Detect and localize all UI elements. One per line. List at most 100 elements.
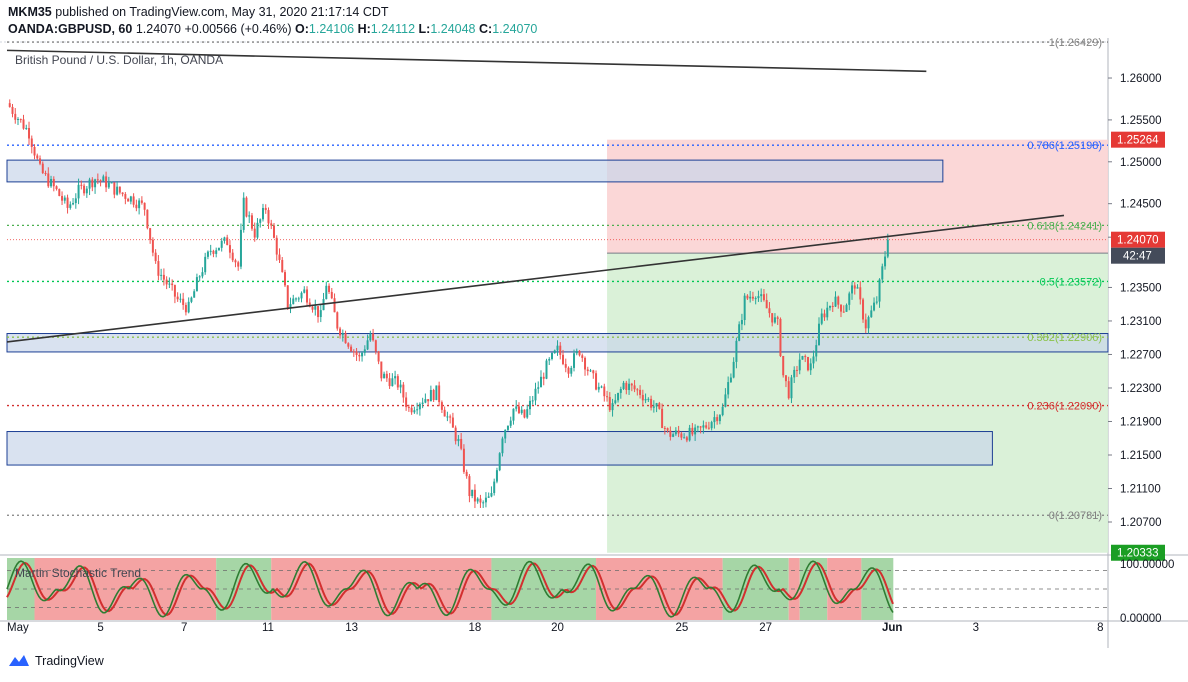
candle <box>113 182 116 199</box>
candle-body <box>44 173 47 175</box>
candle-body <box>798 359 801 371</box>
candle-body <box>201 272 204 277</box>
candle-body <box>710 422 713 429</box>
candle <box>405 392 408 411</box>
candle-body <box>746 295 749 299</box>
candle <box>639 385 642 399</box>
candle-body <box>157 261 160 276</box>
candle-body <box>751 296 754 299</box>
candle-body <box>484 497 487 503</box>
candle <box>319 304 322 323</box>
candle <box>58 188 61 197</box>
candle-body <box>801 356 804 360</box>
candle <box>804 354 807 363</box>
candle <box>806 356 809 372</box>
candle-body <box>264 207 267 211</box>
candle-body <box>190 297 193 302</box>
candle <box>553 349 556 354</box>
candle <box>614 394 617 405</box>
candle-body <box>760 294 763 297</box>
candle-body <box>303 289 306 293</box>
candle <box>526 404 529 419</box>
candle-body <box>212 250 215 254</box>
candle-body <box>787 381 790 399</box>
candle <box>33 144 36 160</box>
candle-body <box>842 311 845 313</box>
candle <box>617 392 620 403</box>
candle <box>721 403 724 417</box>
candle-body <box>630 383 633 386</box>
candle <box>179 293 182 303</box>
candle-body <box>33 146 36 156</box>
candle <box>853 282 856 295</box>
candle-body <box>732 361 735 378</box>
candle-body <box>537 387 540 389</box>
candle <box>520 406 523 415</box>
candle-body <box>460 438 463 449</box>
candle <box>501 436 504 457</box>
candle-body <box>314 306 317 310</box>
candle <box>454 425 457 445</box>
candle <box>124 192 127 205</box>
candle <box>407 404 410 412</box>
candle-body <box>374 340 377 352</box>
candle <box>424 393 427 404</box>
candle <box>250 212 253 231</box>
candle-body <box>410 407 413 413</box>
candle <box>809 358 812 375</box>
candle-body <box>495 470 498 482</box>
candle-body <box>250 215 253 229</box>
trend-line-1[interactable] <box>6 214 1065 343</box>
target-zone[interactable] <box>607 139 1108 254</box>
candle-body <box>168 283 171 285</box>
symbol-label: OANDA:GBPUSD, 60 <box>8 22 133 36</box>
candle <box>443 406 446 417</box>
stop-zone[interactable] <box>607 253 1108 553</box>
candle <box>284 269 287 288</box>
candle-body <box>339 328 342 336</box>
candle <box>658 401 661 410</box>
trend-line-0[interactable] <box>6 49 927 73</box>
candle <box>176 292 179 302</box>
candle-body <box>416 409 419 411</box>
candle <box>267 207 270 229</box>
candle-body <box>388 378 391 387</box>
candle-body <box>506 425 509 430</box>
publisher-line: MKM35 published on TradingView.com, May … <box>8 5 389 19</box>
candle-body <box>333 298 336 313</box>
time-tick-label: May <box>7 622 29 634</box>
candle-body <box>162 274 165 280</box>
candle-body <box>267 210 270 224</box>
tradingview-logo[interactable]: TradingView <box>8 654 104 668</box>
candle <box>102 174 105 182</box>
candle <box>22 114 25 130</box>
close-label: C: <box>479 22 493 36</box>
candle <box>694 424 697 441</box>
candle <box>344 330 347 344</box>
candle <box>490 486 493 498</box>
price-chart[interactable]: 0.786(1.25198) 0.618(1.24241) 0.5(1.23572)… <box>0 38 1188 648</box>
candle <box>776 315 779 326</box>
candle <box>573 349 576 372</box>
candle <box>732 357 735 379</box>
candle-body <box>724 394 727 407</box>
candle-body <box>66 197 69 208</box>
candle <box>91 177 94 192</box>
candle-body <box>270 223 273 226</box>
candle <box>760 288 763 303</box>
publisher-user[interactable]: MKM35 <box>8 5 52 19</box>
candle <box>248 211 251 224</box>
candle <box>696 425 699 433</box>
candle <box>473 484 476 509</box>
candle-body <box>550 353 553 360</box>
candle-body <box>118 186 121 193</box>
candle-body <box>735 340 738 362</box>
candle-body <box>226 237 229 246</box>
candle-body <box>493 481 496 494</box>
candle <box>162 268 165 286</box>
low-label: L: <box>418 22 431 36</box>
candle <box>611 398 614 417</box>
time-tick-label: 5 <box>97 622 103 634</box>
candle <box>410 404 413 415</box>
sr-zone-0[interactable] <box>6 159 944 183</box>
